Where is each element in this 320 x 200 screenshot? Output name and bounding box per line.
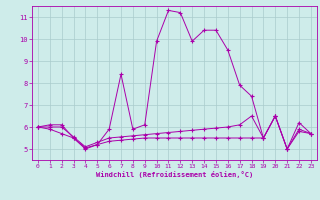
X-axis label: Windchill (Refroidissement éolien,°C): Windchill (Refroidissement éolien,°C) xyxy=(96,171,253,178)
